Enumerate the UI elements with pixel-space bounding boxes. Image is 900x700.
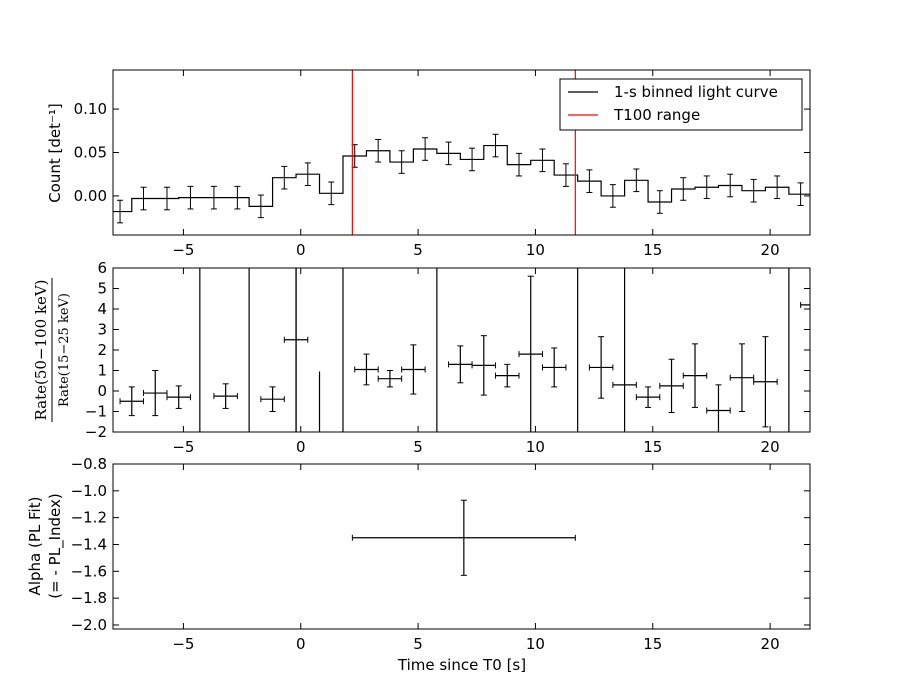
y-tick-label: −1 [85, 403, 107, 421]
x-tick-label: 20 [761, 438, 780, 456]
y-tick-label: 2 [97, 341, 107, 359]
y-tick-label: 4 [97, 300, 107, 318]
y-tick-label: −2 [85, 423, 107, 441]
x-tick-label: −5 [172, 635, 194, 653]
xlabel-time: Time since T0 [s] [397, 656, 526, 674]
y-tick-label: −2.0 [71, 616, 107, 634]
hardness-ratio-panel: −5 0 5 10 15 20 −2 −1 0 1 2 3 4 5 6 [85, 259, 811, 456]
x-tick-label: 10 [526, 438, 545, 456]
y-tick-label: 0.00 [74, 187, 107, 205]
x-tick-label: 15 [643, 241, 662, 259]
x-tick-label: 5 [413, 241, 423, 259]
y-tick-label: 0 [97, 382, 107, 400]
y-tick-label: 5 [97, 280, 107, 298]
x-tick-label: −5 [172, 438, 194, 456]
y-tick-label: 1 [97, 362, 107, 380]
plot-frame [112, 69, 811, 236]
legend-label-t100: T100 range [613, 106, 700, 124]
y-tick-label: −1.8 [71, 589, 107, 607]
alpha-panel: −5 0 5 10 15 20 −2.0 −1.8 −1.6 −1.4 −1.2 −1.0 −0.8 [71, 455, 811, 653]
x-tick-label: 0 [296, 635, 306, 653]
plot-frame [112, 267, 811, 433]
y-tick-label: −1.4 [71, 535, 107, 553]
ylabel-alpha: Alpha (PL Fit) (= - PL_Index) [26, 493, 65, 598]
ylabel-alpha-line1: Alpha (PL Fit) [26, 497, 44, 596]
legend: 1-s binned light curve T100 range [559, 78, 803, 131]
y-tick-label: −1.6 [71, 562, 107, 580]
light-curve-panel: −5 0 5 10 15 20 0.00 0.05 0.10 [74, 69, 811, 259]
y-tick-label: 0.10 [74, 100, 107, 118]
light-curve-step [113, 144, 810, 213]
x-tick-label: 15 [643, 635, 662, 653]
y-tick-label: −1.0 [71, 482, 107, 500]
y-tick-label: 3 [97, 321, 107, 339]
ylabel-hardness: Rate(50−100 keV) Rate(15−25 keV) [32, 278, 72, 422]
y-tick-label: 0.05 [74, 144, 107, 162]
x-tick-label: 5 [413, 438, 423, 456]
legend-box [559, 78, 803, 131]
plot-area [119, 268, 810, 432]
plot-frame [112, 463, 811, 630]
x-tick-label: 5 [413, 635, 423, 653]
plot-area [351, 499, 576, 576]
x-tick-label: 0 [296, 241, 306, 259]
y-tick-label: −1.2 [71, 509, 107, 527]
x-tick-label: 10 [526, 635, 545, 653]
x-tick-label: 20 [761, 635, 780, 653]
ylabel-alpha-line2: (= - PL_Index) [46, 493, 65, 598]
ylabel-hardness-denominator: Rate(15−25 keV) [57, 293, 72, 407]
x-tick-label: 15 [643, 438, 662, 456]
y-tick-label: 6 [97, 259, 107, 277]
legend-label-light-curve: 1-s binned light curve [614, 83, 778, 101]
x-tick-label: 0 [296, 438, 306, 456]
ylabel-count: Count [det⁻¹] [46, 103, 64, 203]
y-tick-label: −0.8 [71, 455, 107, 473]
ylabel-hardness-numerator: Rate(50−100 keV) [32, 279, 50, 420]
x-tick-label: −5 [172, 241, 194, 259]
x-tick-label: 10 [526, 241, 545, 259]
x-tick-label: 20 [761, 241, 780, 259]
